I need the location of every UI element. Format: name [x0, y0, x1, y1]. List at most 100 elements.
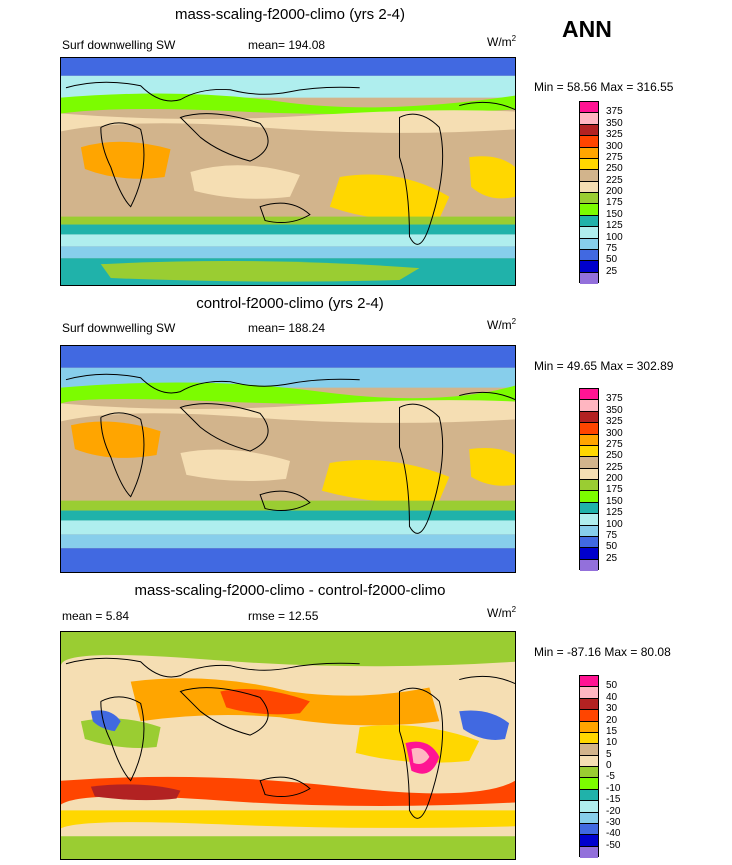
- colorbar-label: 225: [606, 461, 623, 473]
- colorbar-swatch: [580, 676, 598, 688]
- colorbar-label: 325: [606, 129, 623, 141]
- panel-3-title: mass-scaling-f2000-climo - control-f2000…: [134, 582, 446, 599]
- panel-3-field: [61, 632, 515, 859]
- colorbar-swatch: [580, 136, 598, 148]
- colorbar-label: 150: [606, 208, 623, 220]
- colorbar-label: 300: [606, 427, 623, 439]
- colorbar-label: 10: [606, 737, 618, 749]
- colorbar-swatch: [580, 181, 598, 193]
- panel-3-units: W/m2: [487, 605, 517, 620]
- colorbar-label: 30: [606, 703, 618, 715]
- colorbar-label: 75: [606, 529, 618, 541]
- colorbar-label: 350: [606, 117, 623, 129]
- colorbar-swatch: [580, 732, 598, 745]
- colorbar-swatch: [580, 249, 598, 262]
- colorbar-swatch: [580, 215, 598, 228]
- colorbar-swatch: [580, 721, 598, 733]
- colorbar-label: 325: [606, 416, 623, 428]
- colorbar-label: 50: [606, 541, 618, 553]
- colorbar-swatch: [580, 502, 598, 515]
- colorbar-label: 125: [606, 220, 623, 232]
- colorbar-swatch: [580, 789, 598, 802]
- colorbar-label: 200: [606, 473, 623, 484]
- colorbar-label: 275: [606, 438, 623, 450]
- colorbar-label: 300: [606, 140, 623, 152]
- colorbar-swatch: [580, 147, 598, 159]
- colorbar-swatch: [580, 744, 598, 756]
- colorbar-swatch: [580, 170, 598, 182]
- colorbar-label: -20: [606, 805, 621, 817]
- panel-2-colorbar: [579, 388, 599, 571]
- colorbar-swatch: [580, 698, 598, 711]
- colorbar-label: 225: [606, 174, 623, 186]
- colorbar-swatch: [580, 548, 598, 560]
- panel-2-map: [60, 345, 516, 573]
- panel-3-colorbar: [579, 675, 599, 858]
- colorbar-swatch: [580, 687, 598, 699]
- colorbar-swatch: [580, 846, 598, 858]
- colorbar-label: 275: [606, 151, 623, 163]
- colorbar-swatch: [580, 755, 598, 767]
- colorbar-swatch: [580, 536, 598, 549]
- panel-3-mean-label: mean = 5.84: [62, 609, 130, 623]
- colorbar-swatch: [580, 423, 598, 435]
- colorbar-label: 350: [606, 404, 623, 416]
- colorbar-swatch: [580, 559, 598, 571]
- colorbar-swatch: [580, 710, 598, 722]
- colorbar-label: 175: [606, 197, 623, 209]
- colorbar-swatch: [580, 400, 598, 412]
- colorbar-swatch: [580, 812, 598, 824]
- colorbar-label: 75: [606, 242, 618, 254]
- colorbar-label: 0: [606, 760, 612, 771]
- colorbar-label: 375: [606, 393, 623, 405]
- panel-2-minmax: Min = 49.65 Max = 302.89: [534, 359, 674, 373]
- colorbar-label: 40: [606, 691, 618, 703]
- panel-2-field: [61, 346, 515, 572]
- colorbar-swatch: [580, 468, 598, 480]
- panel-3-rmse-label: rmse = 12.55: [248, 609, 319, 623]
- panel-1-variable-label: Surf downwelling SW: [62, 38, 176, 52]
- colorbar-swatch: [580, 514, 598, 526]
- colorbar-swatch: [580, 204, 598, 216]
- panel-2-mean-label: mean= 188.24: [248, 321, 326, 335]
- panel-2-units: W/m2: [487, 317, 517, 332]
- colorbar-swatch: [580, 445, 598, 458]
- colorbar-label: 100: [606, 518, 623, 530]
- colorbar-label: 25: [606, 552, 618, 564]
- colorbar-swatch: [580, 457, 598, 469]
- colorbar-label: 175: [606, 484, 623, 496]
- panel-3-minmax: Min = -87.16 Max = 80.08: [534, 645, 671, 659]
- colorbar-label: 20: [606, 714, 618, 726]
- colorbar-swatch: [580, 158, 598, 171]
- colorbar-swatch: [580, 434, 598, 446]
- colorbar-label: -10: [606, 782, 621, 794]
- colorbar-swatch: [580, 113, 598, 125]
- colorbar-label: 375: [606, 106, 623, 118]
- colorbar-label: 125: [606, 507, 623, 519]
- colorbar-swatch: [580, 525, 598, 537]
- colorbar-swatch: [580, 491, 598, 503]
- colorbar-label: 25: [606, 265, 618, 277]
- colorbar-swatch: [580, 835, 598, 847]
- colorbar-label: -50: [606, 839, 621, 851]
- colorbar-swatch: [580, 102, 598, 114]
- colorbar-label: 50: [606, 254, 618, 266]
- colorbar-swatch: [580, 389, 598, 401]
- colorbar-swatch: [580, 261, 598, 273]
- colorbar-label: 5: [606, 748, 612, 760]
- panel-2-title: control-f2000-climo (yrs 2-4): [196, 295, 384, 312]
- colorbar-swatch: [580, 227, 598, 239]
- colorbar-label: 250: [606, 450, 623, 462]
- colorbar-swatch: [580, 801, 598, 813]
- panel-1-colorbar: [579, 101, 599, 284]
- colorbar-label: 15: [606, 725, 618, 737]
- panel-1-mean-label: mean= 194.08: [248, 38, 326, 52]
- panel-1-minmax: Min = 58.56 Max = 316.55: [534, 80, 674, 94]
- panel-1-field: [61, 58, 515, 285]
- colorbar-label: 50: [606, 680, 618, 692]
- panel-1-title: mass-scaling-f2000-climo (yrs 2-4): [174, 6, 406, 23]
- colorbar-label: -30: [606, 816, 621, 828]
- colorbar-label: -5: [606, 771, 615, 783]
- colorbar-swatch: [580, 411, 598, 424]
- colorbar-label: 250: [606, 163, 623, 175]
